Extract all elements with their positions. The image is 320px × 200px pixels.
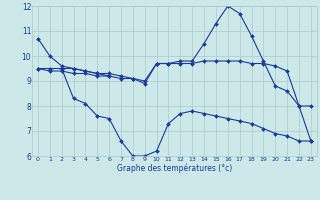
X-axis label: Graphe des températures (°c): Graphe des températures (°c) [117,163,232,173]
